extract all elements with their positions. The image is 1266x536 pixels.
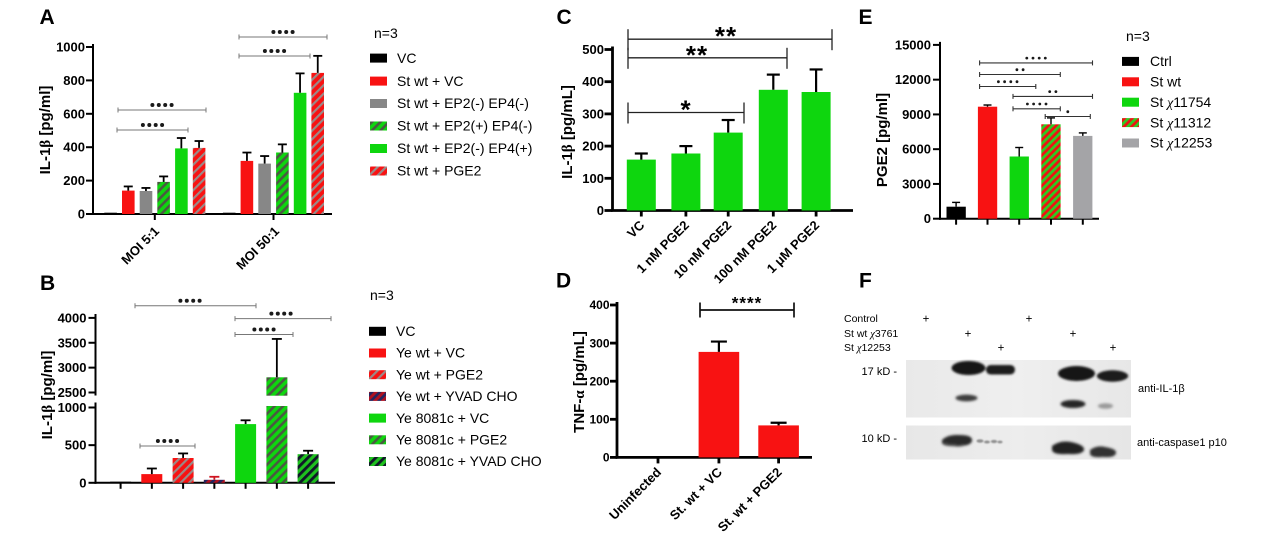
svg-text:1000: 1000 <box>56 40 85 55</box>
svg-text:TNF-α [pg/mL]: TNF-α [pg/mL] <box>571 331 588 433</box>
svg-text:6000: 6000 <box>902 142 931 157</box>
svg-text:200: 200 <box>582 139 604 154</box>
svg-text:15000: 15000 <box>895 37 931 52</box>
svg-text:Ctrl: Ctrl <box>1150 53 1172 69</box>
svg-text:0: 0 <box>924 211 931 226</box>
svg-text:St χ12253: St χ12253 <box>1150 135 1212 152</box>
svg-text:St χ11754: St χ11754 <box>1150 94 1211 111</box>
svg-text:n=3: n=3 <box>370 287 394 303</box>
svg-text:200: 200 <box>589 374 609 388</box>
svg-text:VC: VC <box>397 50 416 66</box>
svg-text:Ye 8081c + PGE2: Ye 8081c + PGE2 <box>396 432 507 448</box>
svg-text:3000: 3000 <box>902 176 931 191</box>
svg-text:St χ11312: St χ11312 <box>1150 114 1211 131</box>
svg-text:St wt χ3761: St wt χ3761 <box>844 328 898 340</box>
svg-text:C: C <box>557 6 572 29</box>
svg-text:E: E <box>859 6 873 29</box>
svg-text:Ye wt + VC: Ye wt + VC <box>396 345 465 361</box>
svg-text:4000: 4000 <box>58 310 87 325</box>
svg-text:+: + <box>998 343 1005 355</box>
svg-text:400: 400 <box>63 140 85 155</box>
svg-text:St wt + VC: St wt + VC <box>397 73 464 89</box>
svg-text:10 kD -: 10 kD - <box>862 433 898 445</box>
svg-text:300: 300 <box>589 336 609 350</box>
svg-text:300: 300 <box>582 106 604 121</box>
svg-text:800: 800 <box>63 73 85 88</box>
svg-text:A: A <box>40 6 55 29</box>
svg-text:**: ** <box>686 40 708 70</box>
svg-text:St wt + PGE2: St wt + PGE2 <box>397 163 482 179</box>
svg-text:100: 100 <box>582 171 604 186</box>
svg-text:St wt: St wt <box>1150 74 1181 90</box>
svg-text:F: F <box>859 270 872 293</box>
svg-text:3500: 3500 <box>58 335 87 350</box>
svg-text:+: + <box>965 329 972 341</box>
svg-text:12000: 12000 <box>895 72 931 87</box>
svg-text:400: 400 <box>582 74 604 89</box>
svg-text:IL-1β [pg/ml]: IL-1β [pg/ml] <box>39 351 56 440</box>
svg-text:VC: VC <box>396 323 415 339</box>
svg-text:200: 200 <box>63 173 85 188</box>
svg-text:St wt + EP2(-) EP4(+): St wt + EP2(-) EP4(+) <box>397 140 532 156</box>
svg-text:****: **** <box>732 294 762 313</box>
svg-text:n=3: n=3 <box>1126 28 1150 44</box>
svg-text:Control: Control <box>844 313 878 325</box>
svg-text:anti-IL-1β: anti-IL-1β <box>1138 383 1185 395</box>
svg-text:0: 0 <box>79 475 86 490</box>
svg-text:+: + <box>923 314 930 326</box>
svg-text:St wt + EP2(-) EP4(-): St wt + EP2(-) EP4(-) <box>397 95 529 111</box>
svg-text:PGE2 [pg/ml]: PGE2 [pg/ml] <box>874 93 891 187</box>
svg-text:1000: 1000 <box>58 400 87 415</box>
svg-text:400: 400 <box>589 298 609 312</box>
svg-text:+: + <box>1070 329 1077 341</box>
svg-text:Ye 8081c + YVAD CHO: Ye 8081c + YVAD CHO <box>396 453 542 469</box>
svg-text:100: 100 <box>589 413 609 427</box>
svg-text:*: * <box>680 95 691 125</box>
svg-text:600: 600 <box>63 106 85 121</box>
svg-text:St χ12253: St χ12253 <box>844 342 891 354</box>
svg-text:9000: 9000 <box>902 107 931 122</box>
svg-text:17 kD -: 17 kD - <box>862 366 898 378</box>
svg-text:0: 0 <box>597 203 604 218</box>
svg-text:D: D <box>556 270 571 293</box>
svg-text:anti-caspase1 p10: anti-caspase1 p10 <box>1137 437 1227 449</box>
svg-text:0: 0 <box>78 207 85 222</box>
svg-text:3000: 3000 <box>58 360 87 375</box>
svg-text:St wt + EP2(+) EP4(-): St wt + EP2(+) EP4(-) <box>397 118 532 134</box>
svg-text:B: B <box>40 272 55 295</box>
svg-text:Ye wt + YVAD CHO: Ye wt + YVAD CHO <box>396 388 518 404</box>
svg-text:**: ** <box>715 21 737 51</box>
svg-text:IL-1β [pg/mL]: IL-1β [pg/mL] <box>559 85 576 179</box>
svg-text:+: + <box>1110 343 1117 355</box>
svg-text:500: 500 <box>582 42 604 57</box>
svg-text:2500: 2500 <box>58 385 87 400</box>
svg-text:0: 0 <box>603 451 610 465</box>
svg-text:n=3: n=3 <box>374 25 398 41</box>
svg-text:+: + <box>1026 314 1033 326</box>
svg-text:Ye 8081c + VC: Ye 8081c + VC <box>396 410 489 426</box>
svg-text:IL-1β [pg/ml]: IL-1β [pg/ml] <box>37 86 54 175</box>
svg-text:Ye wt + PGE2: Ye wt + PGE2 <box>396 366 483 382</box>
svg-text:500: 500 <box>65 438 87 453</box>
